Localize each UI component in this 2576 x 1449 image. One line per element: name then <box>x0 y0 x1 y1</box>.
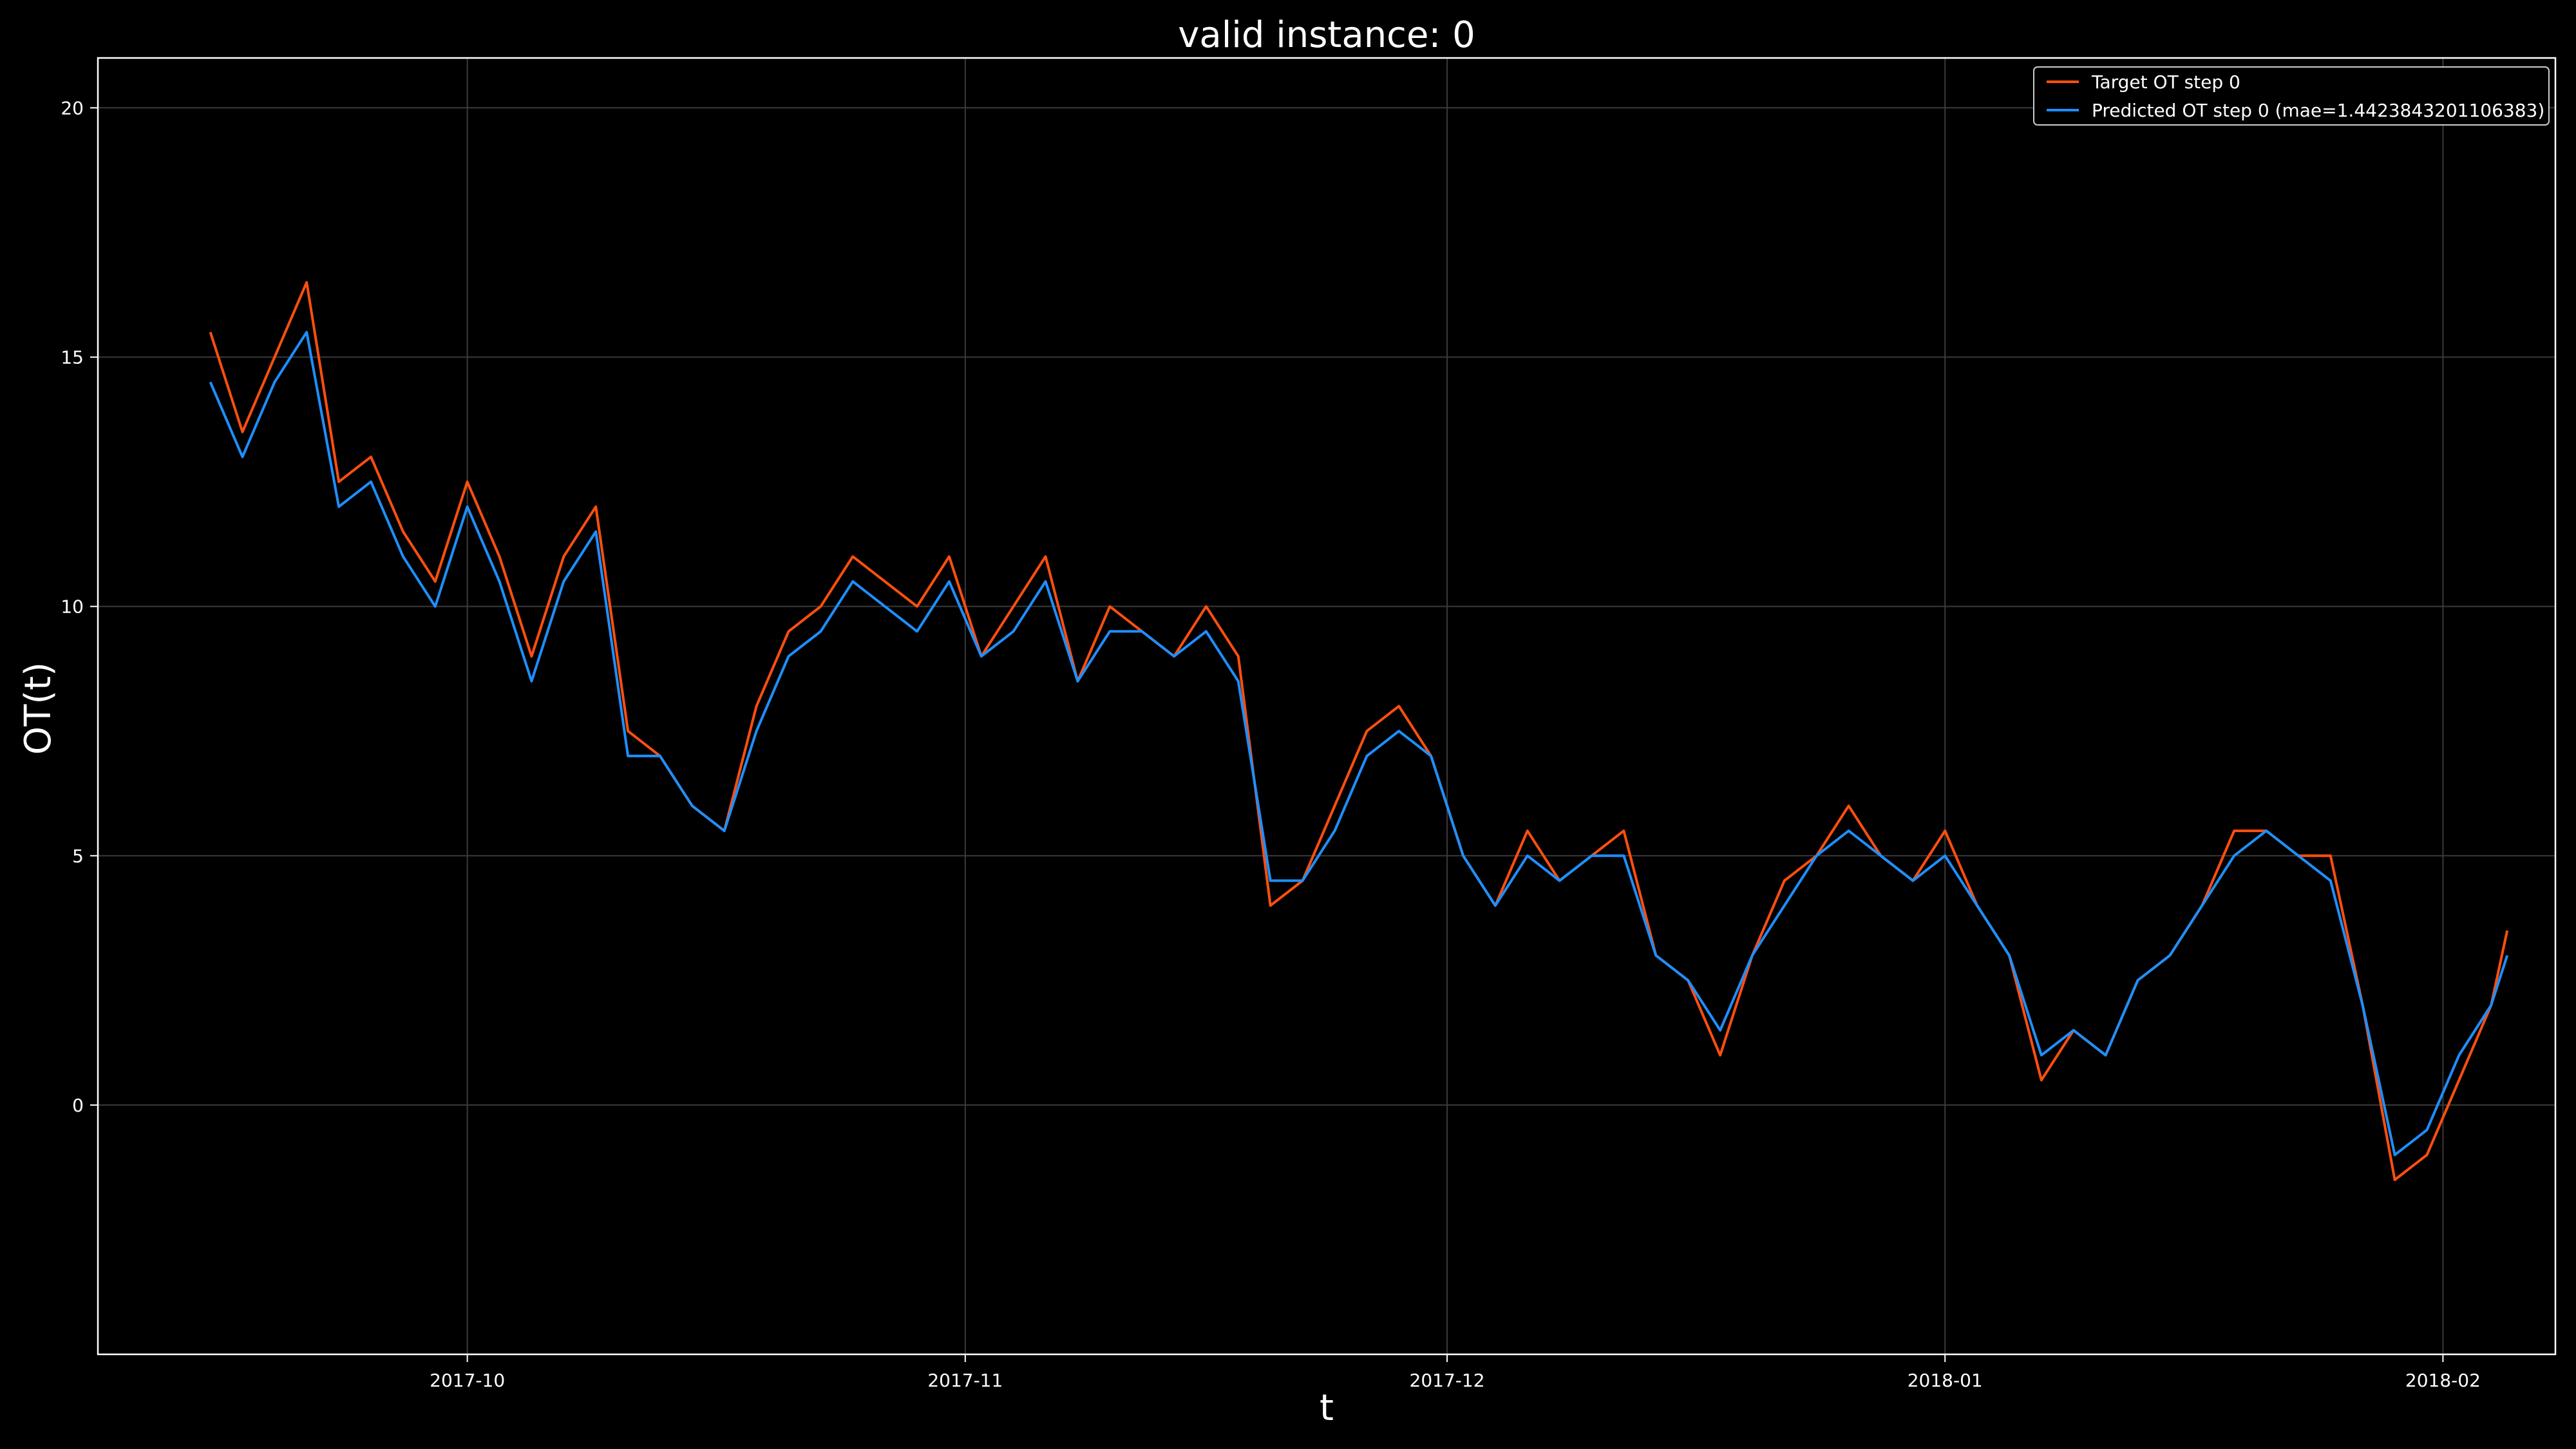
plot-frame <box>97 57 2557 1356</box>
y-axis: 0 5 10 15 20 <box>61 97 98 1116</box>
series-line-predicted <box>209 330 2509 1157</box>
y-tick-label: 20 <box>61 97 84 118</box>
legend-box <box>2033 66 2550 126</box>
x-axis-label: t <box>1320 1387 1334 1429</box>
legend-label-target: Target OT step 0 <box>2091 71 2240 93</box>
x-tick-label: 2018-01 <box>1908 1370 1983 1391</box>
x-axis: 2017-10 2017-11 2017-12 2018-01 2018-02 <box>430 1354 2481 1391</box>
y-tick-label: 10 <box>61 596 84 618</box>
x-tick-label: 2017-12 <box>1410 1370 1485 1391</box>
x-tick-label: 2018-02 <box>2405 1370 2481 1391</box>
legend-label-predicted: Predicted OT step 0 (mae=1.4423843201106… <box>2092 100 2544 121</box>
y-tick-label: 15 <box>61 347 84 368</box>
x-tick-label: 2017-11 <box>927 1370 1003 1391</box>
series-layer <box>209 281 2509 1181</box>
y-tick-label: 5 <box>72 846 84 867</box>
legend[interactable]: Target OT step 0 Predicted OT step 0 (ma… <box>2033 66 2550 126</box>
y-axis-label: OT(t) <box>17 662 59 755</box>
x-tick-label: 2017-10 <box>430 1370 505 1391</box>
y-tick-label: 0 <box>72 1095 84 1116</box>
chart-title: valid instance: 0 <box>1178 14 1475 56</box>
